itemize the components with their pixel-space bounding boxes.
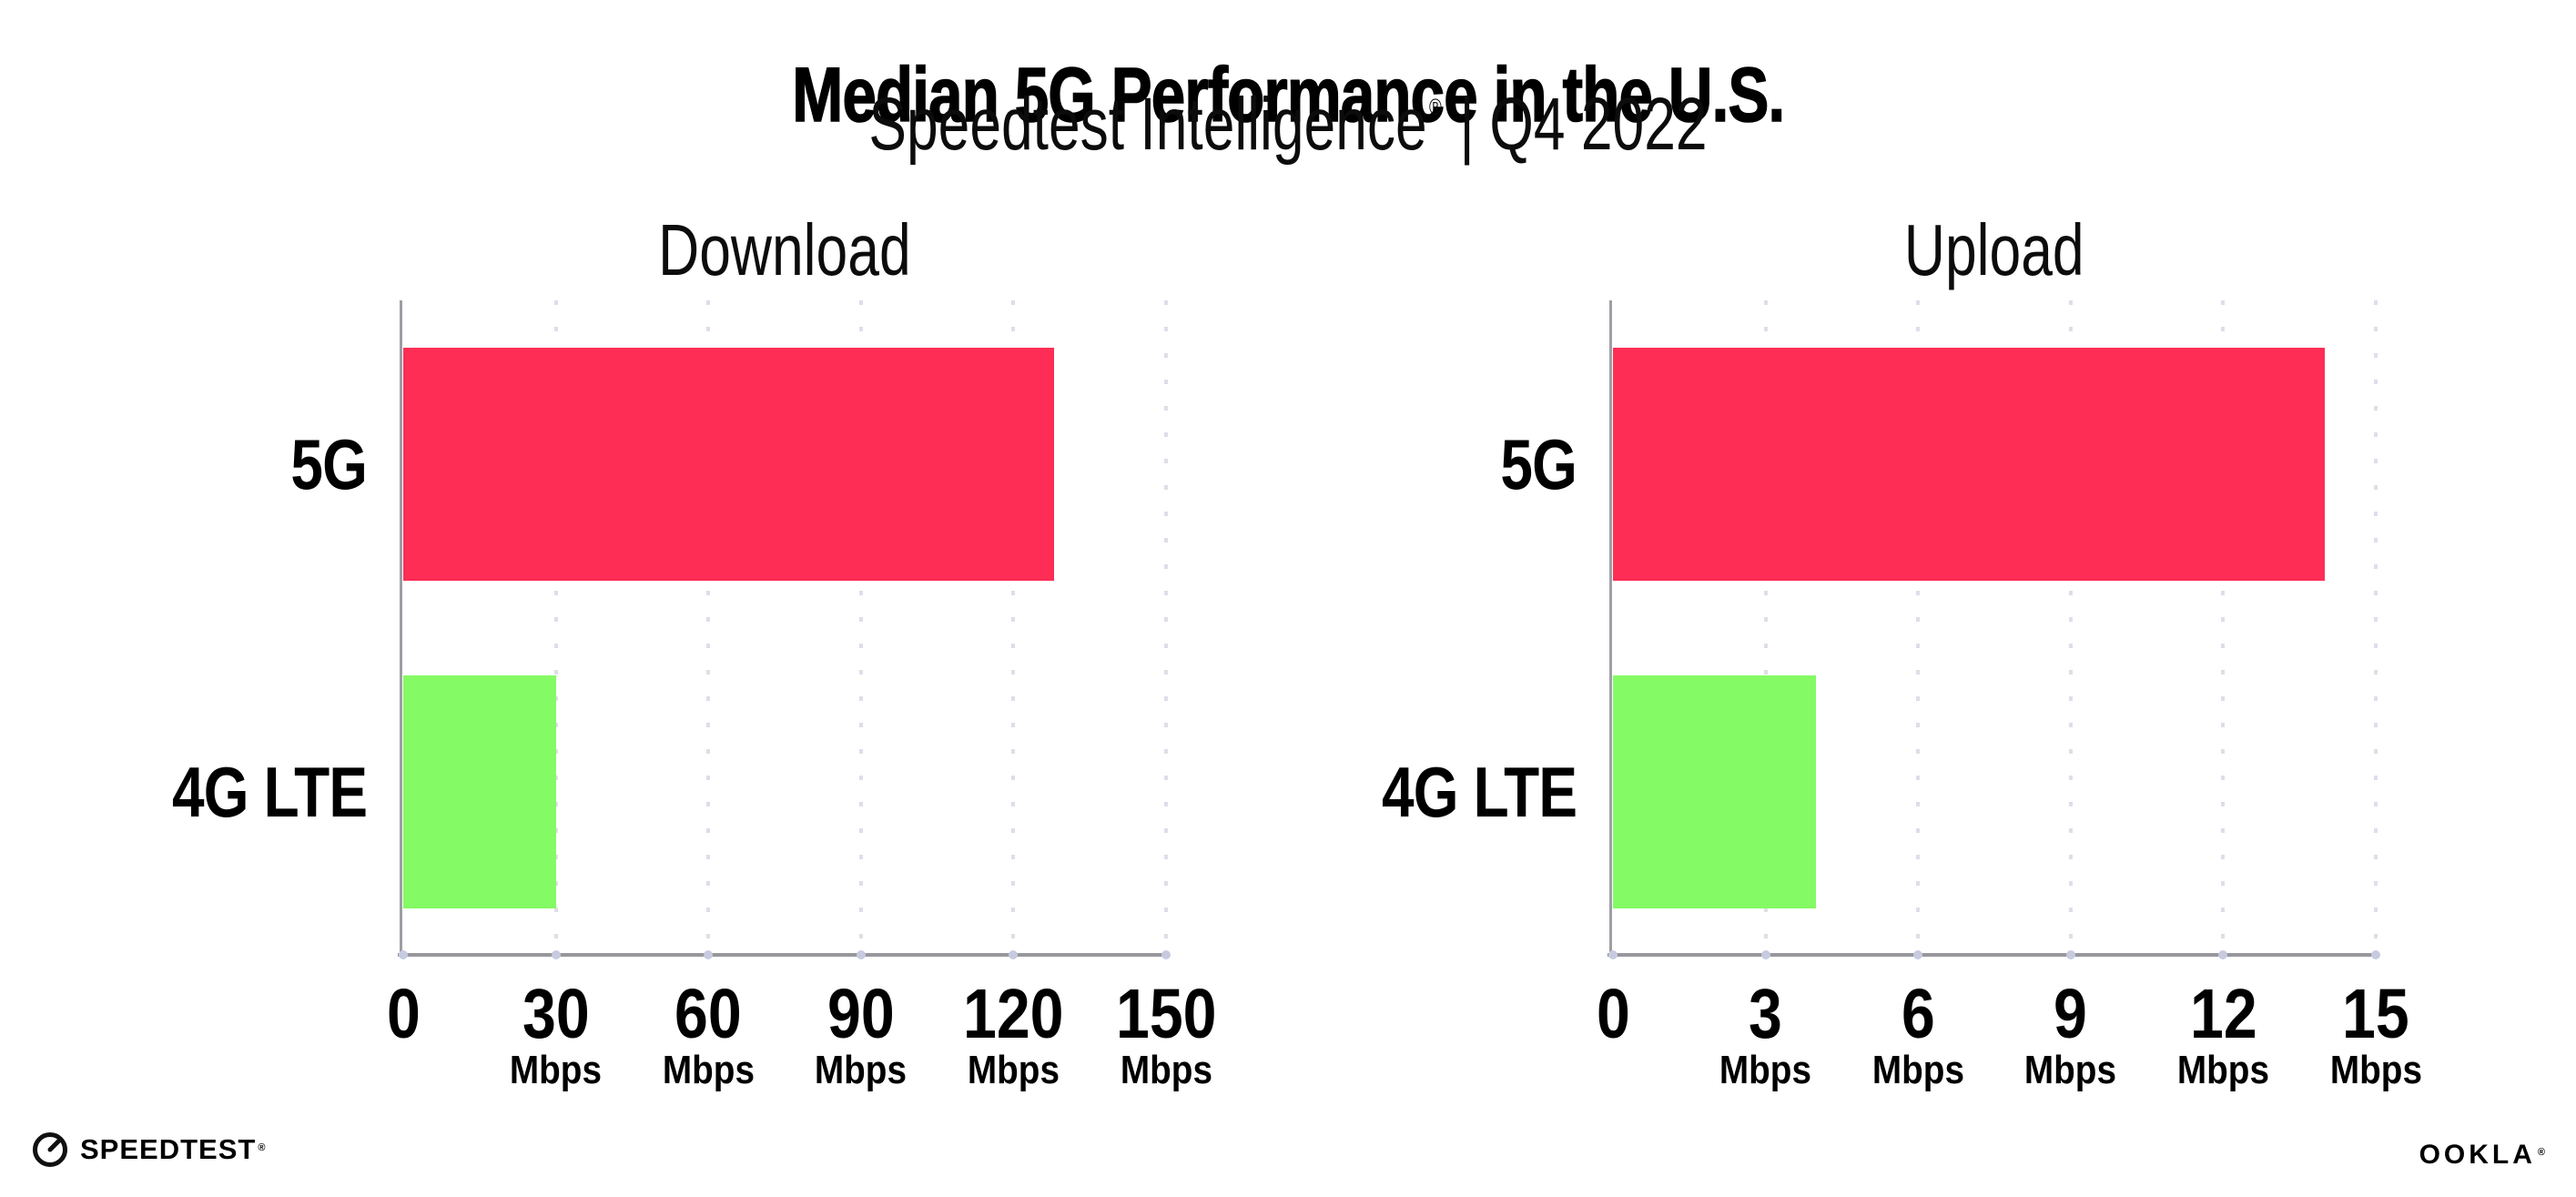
page-subtitle: Speedtest Intelligence® | Q4 2022: [0, 87, 2576, 162]
gridline-12: [2221, 300, 2226, 953]
bar-5g-upload: [1613, 348, 2326, 581]
gridline-15: [2374, 300, 2378, 953]
axis-tick-dot-120: [1009, 950, 1019, 959]
x-tick-unit-60: Mbps: [662, 1048, 755, 1092]
download-chart-title: Download: [403, 214, 1166, 287]
x-tick-unit-120: Mbps: [967, 1048, 1060, 1092]
speedtest-logo: SPEEDTEST ®: [31, 1131, 266, 1169]
x-tick-unit-150: Mbps: [1120, 1048, 1212, 1092]
gridline-9: [2068, 300, 2073, 953]
category-label-5g: 5G: [290, 424, 368, 504]
subtitle-period: Q4 2022: [1489, 83, 1708, 166]
subtitle-divider: |: [1459, 83, 1475, 166]
gridline-150: [1164, 300, 1168, 953]
x-tick-label-6: 6: [1901, 975, 1935, 1053]
x-tick-unit-3: Mbps: [1719, 1048, 1812, 1092]
x-tick-unit-30: Mbps: [510, 1048, 603, 1092]
x-tick-label-120: 120: [963, 975, 1064, 1053]
x-tick-label-15: 15: [2342, 975, 2409, 1053]
x-tick-label-0: 0: [386, 975, 421, 1053]
registered-mark: ®: [1428, 95, 1442, 120]
bar-5g-download: [403, 348, 1055, 581]
axis-tick-dot-0: [399, 950, 408, 959]
gridline-30: [553, 300, 558, 953]
upload-x-axis-line: [1607, 953, 2378, 957]
upload-chart-title: Upload: [1613, 214, 2376, 287]
axis-tick-dot-9: [2065, 950, 2075, 959]
axis-tick-dot-12: [2218, 950, 2228, 959]
category-label-4g-lte: 4G LTE: [1381, 752, 1577, 832]
ookla-logo: OOKLA ®: [2419, 1140, 2549, 1171]
speedtest-registered-mark: ®: [258, 1142, 267, 1153]
ookla-registered-mark: ®: [2537, 1147, 2549, 1158]
axis-tick-dot-30: [551, 950, 561, 959]
gridline-90: [858, 300, 863, 953]
gridline-120: [1011, 300, 1016, 953]
page-subtitle-text: Speedtest Intelligence® | Q4 2022: [868, 87, 1707, 162]
x-tick-unit-15: Mbps: [2329, 1048, 2422, 1092]
x-tick-unit-90: Mbps: [815, 1048, 908, 1092]
download-chart-panel: Download 0 30 Mbps 60 Mbps 90 Mbps 120 Mbps 150 Mb…: [172, 214, 1216, 1090]
speedtest-wordmark-text: SPEEDTEST: [80, 1133, 257, 1165]
axis-tick-dot-60: [704, 950, 714, 959]
category-label-5g: 5G: [1500, 424, 1577, 504]
gridline-6: [1916, 300, 1921, 953]
x-tick-label-9: 9: [2054, 975, 2088, 1053]
axis-tick-dot-15: [2371, 950, 2380, 959]
ookla-wordmark-text: OOKLA: [2419, 1140, 2536, 1170]
x-tick-label-3: 3: [1749, 975, 1783, 1053]
x-tick-label-30: 30: [522, 975, 590, 1053]
speedtest-gauge-icon: [31, 1131, 69, 1169]
download-plot-area: [398, 300, 1171, 959]
x-tick-label-90: 90: [827, 975, 895, 1053]
x-tick-label-150: 150: [1115, 975, 1217, 1053]
speedtest-wordmark: SPEEDTEST ®: [80, 1133, 266, 1166]
page-title: Median 5G Performance in the U.S.: [0, 52, 2576, 138]
download-chart-title-text: Download: [658, 209, 911, 290]
axis-tick-dot-150: [1161, 950, 1171, 959]
x-tick-unit-9: Mbps: [2024, 1048, 2117, 1092]
download-y-axis-line: [400, 300, 402, 957]
upload-chart-title-text: Upload: [1904, 209, 2084, 290]
download-x-axis-line: [398, 953, 1168, 957]
x-tick-unit-6: Mbps: [1871, 1048, 1964, 1092]
category-label-4g-lte: 4G LTE: [171, 752, 368, 832]
axis-tick-dot-3: [1760, 950, 1770, 959]
axis-tick-dot-0: [1608, 950, 1618, 959]
gridline-3: [1763, 300, 1768, 953]
axis-tick-dot-6: [1913, 950, 1923, 959]
bar-4g-lte-upload: [1613, 675, 1817, 908]
bar-4g-lte-download: [403, 675, 556, 908]
upload-y-axis-line: [1609, 300, 1612, 957]
x-tick-label-0: 0: [1596, 975, 1630, 1053]
x-tick-label-12: 12: [2189, 975, 2257, 1053]
x-tick-label-60: 60: [674, 975, 743, 1053]
upload-plot-area: [1607, 300, 2380, 959]
axis-tick-dot-90: [856, 950, 866, 959]
page-title-text: Median 5G Performance in the U.S.: [791, 52, 1785, 138]
subtitle-brand: Speedtest Intelligence: [868, 83, 1427, 166]
upload-chart-panel: Upload 0 3 Mbps 6 Mbps 9 Mbps 12 Mbps 15 Mbps 5G 4G …: [1382, 214, 2422, 1090]
x-tick-unit-12: Mbps: [2176, 1048, 2269, 1092]
gridline-60: [706, 300, 711, 953]
